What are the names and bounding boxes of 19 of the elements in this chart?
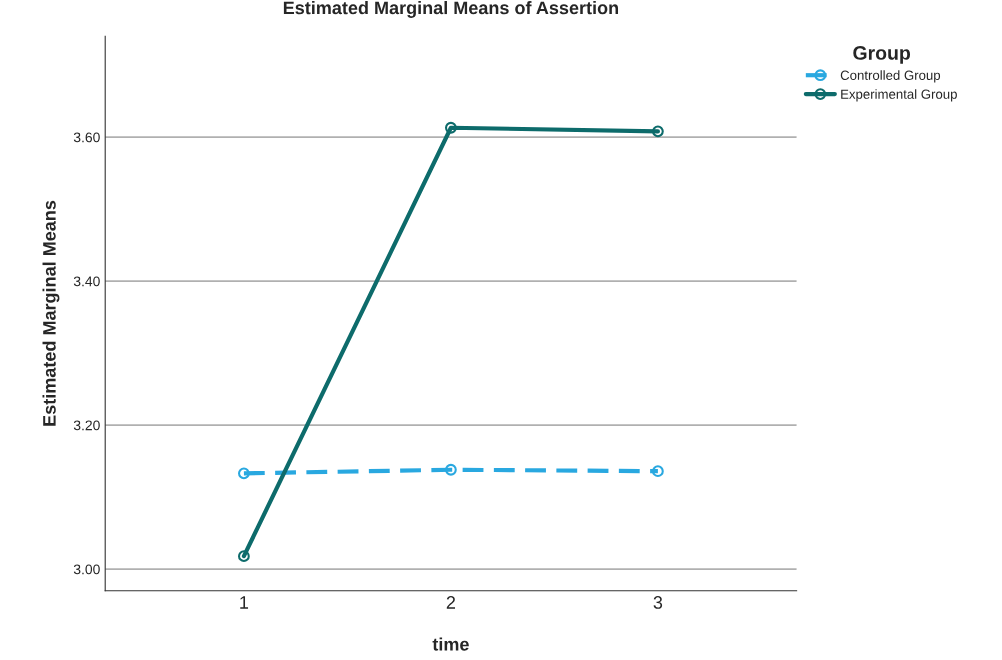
point (445, 121, 457, 134)
legend-label: Controlled Group (840, 70, 941, 83)
point (445, 463, 457, 476)
point (652, 125, 664, 138)
point (652, 465, 664, 478)
legend-label: Experimental Group (841, 89, 957, 102)
y-tick-label: 3.40 (73, 276, 100, 287)
y-axis-title: Estimated Marginal Means (42, 200, 60, 426)
x-axis-title: time (432, 637, 469, 651)
chart-title: Estimated Marginal Means of Assertion (283, 0, 619, 18)
y-tick-label: 3.60 (73, 132, 100, 143)
x-tick-label: 1 (240, 596, 249, 609)
x-tick-label: 2 (446, 596, 456, 609)
point (238, 467, 250, 480)
legend-title: Group (853, 46, 911, 64)
y-tick-label: 3.00 (73, 564, 100, 575)
y-tick-label: 3.20 (73, 420, 100, 431)
point (238, 550, 250, 563)
x-tick-label: 3 (653, 596, 663, 609)
